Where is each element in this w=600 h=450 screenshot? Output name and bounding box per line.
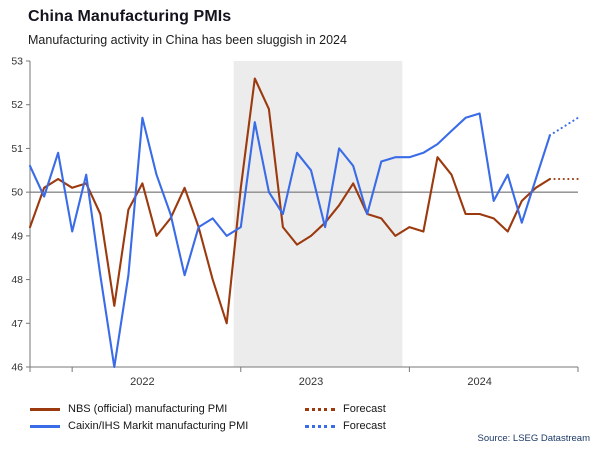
chart-legend: NBS (official) manufacturing PMI Forecas… xyxy=(30,403,535,432)
nbs-forecast-swatch xyxy=(305,407,335,411)
legend-item-nbs: NBS (official) manufacturing PMI xyxy=(30,403,305,415)
series-nbs xyxy=(28,77,551,325)
x-tick-label: 2024 xyxy=(467,376,491,388)
shaded-band-2023 xyxy=(233,61,403,367)
y-tick-label: 46 xyxy=(11,362,23,374)
chart-title: China Manufacturing PMIs xyxy=(28,8,232,25)
legend-item-caixin: Caixin/IHS Markit manufacturing PMI xyxy=(30,420,305,432)
caixin-forecast-swatch xyxy=(305,424,335,428)
y-tick-label: 48 xyxy=(11,274,23,286)
legend-item-caixin-forecast: Forecast xyxy=(305,420,535,432)
x-tick-label: 2023 xyxy=(299,376,323,388)
x-tick-label: 2022 xyxy=(130,376,154,388)
y-tick-label: 52 xyxy=(11,99,23,111)
legend-label-caixin-forecast: Forecast xyxy=(343,420,386,432)
source-credit: Source: LSEG Datastream xyxy=(477,433,590,444)
series-caixin-forecast xyxy=(548,116,580,137)
y-tick-label: 50 xyxy=(11,187,23,199)
y-tick-label: 53 xyxy=(11,56,23,68)
nbs-line-swatch xyxy=(30,407,60,411)
caixin-line-swatch xyxy=(30,424,60,428)
legend-label-caixin: Caixin/IHS Markit manufacturing PMI xyxy=(68,420,249,432)
y-tick-label: 47 xyxy=(11,318,23,330)
legend-item-nbs-forecast: Forecast xyxy=(305,403,535,415)
legend-label-nbs-forecast: Forecast xyxy=(343,403,386,415)
chart-subtitle: Manufacturing activity in China has been… xyxy=(28,33,347,47)
legend-label-nbs: NBS (official) manufacturing PMI xyxy=(68,403,228,415)
series-caixin xyxy=(28,112,551,369)
pmi-line-chart: 46 47 48 49 50 51 52 53 2022 2023 2024 xyxy=(11,56,580,388)
y-tick-label: 49 xyxy=(11,230,23,242)
y-tick-label: 51 xyxy=(11,143,23,155)
